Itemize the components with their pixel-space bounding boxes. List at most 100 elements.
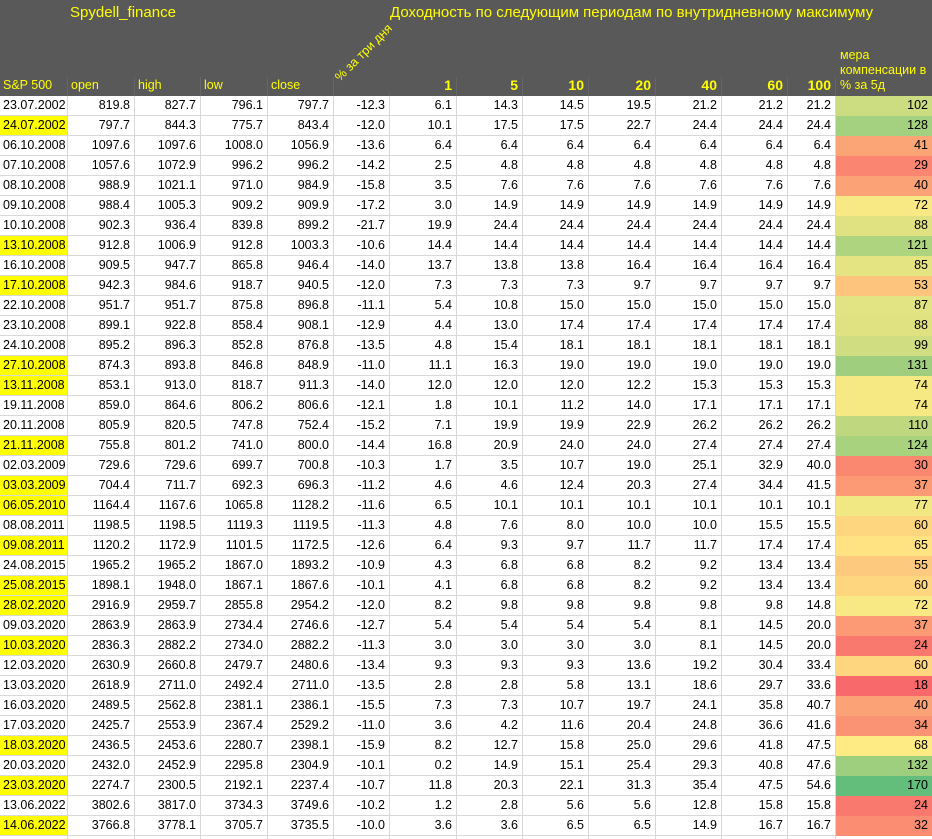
cell-ret-5[interactable]: 4.2 [457,716,523,736]
cell-ret-5[interactable]: 24.4 [457,216,523,236]
cell-ret-100[interactable]: 14.9 [788,196,836,216]
cell-close[interactable]: 696.3 [268,476,334,496]
cell-ret-5[interactable]: 16.3 [457,356,523,376]
cell-ret-60[interactable]: 14.5 [722,616,788,636]
cell-open[interactable]: 1057.6 [68,156,135,176]
cell-pct-3d[interactable]: -12.0 [334,276,390,296]
cell-ret-1[interactable]: 8.2 [390,736,457,756]
cell-ret-100[interactable]: 6.4 [788,136,836,156]
cell-high[interactable]: 2553.9 [135,716,201,736]
cell-high[interactable]: 951.7 [135,296,201,316]
cell-open[interactable]: 819.8 [68,96,135,116]
cell-low[interactable]: 2192.1 [201,776,268,796]
cell-compensation[interactable]: 74 [836,376,932,396]
cell-close[interactable]: 843.4 [268,116,334,136]
cell-open[interactable]: 988.4 [68,196,135,216]
cell-open[interactable]: 988.9 [68,176,135,196]
cell-ret-100[interactable]: 47.6 [788,756,836,776]
cell-ret-60[interactable]: 32.9 [722,456,788,476]
cell-high[interactable]: 827.7 [135,96,201,116]
cell-ret-20[interactable]: 15.0 [589,296,656,316]
cell-ret-10[interactable]: 11.6 [523,716,589,736]
cell-compensation[interactable]: 60 [836,516,932,536]
cell-low[interactable]: 699.7 [201,456,268,476]
cell-ret-60[interactable]: 17.1 [722,396,788,416]
cell-high[interactable]: 801.2 [135,436,201,456]
cell-ret-20[interactable]: 17.4 [589,316,656,336]
cell-compensation[interactable]: 85 [836,256,932,276]
cell-ret-20[interactable]: 24.4 [589,216,656,236]
cell-low[interactable]: 2295.8 [201,756,268,776]
cell-high[interactable]: 936.4 [135,216,201,236]
cell-ret-100[interactable]: 27.4 [788,436,836,456]
cell-date[interactable]: 14.06.2022 [0,816,68,836]
cell-ret-100[interactable]: 17.4 [788,536,836,556]
cell-ret-60[interactable]: 15.0 [722,296,788,316]
cell-ret-1[interactable]: 6.1 [390,96,457,116]
cell-pct-3d[interactable]: -14.2 [334,156,390,176]
cell-ret-10[interactable]: 14.4 [523,236,589,256]
cell-ret-1[interactable]: 1.7 [390,456,457,476]
cell-ret-5[interactable]: 6.8 [457,576,523,596]
cell-ret-5[interactable] [457,836,523,839]
cell-ret-1[interactable]: 3.6 [390,816,457,836]
cell-ret-10[interactable]: 10.7 [523,696,589,716]
cell-open[interactable]: 895.2 [68,336,135,356]
cell-ret-10[interactable]: 15.0 [523,296,589,316]
cell-ret-10[interactable]: 24.4 [523,216,589,236]
cell-high[interactable]: 844.3 [135,116,201,136]
cell-compensation[interactable]: 74 [836,396,932,416]
cell-pct-3d[interactable]: -10.0 [334,816,390,836]
cell-date[interactable]: 09.10.2008 [0,196,68,216]
cell-ret-20[interactable]: 25.0 [589,736,656,756]
cell-close[interactable]: 806.6 [268,396,334,416]
cell-open[interactable]: 2489.5 [68,696,135,716]
cell-ret-20[interactable]: 31.3 [589,776,656,796]
cell-low[interactable]: 839.8 [201,216,268,236]
cell-ret-5[interactable]: 12.7 [457,736,523,756]
cell-ret-1[interactable]: 5.4 [390,296,457,316]
cell-ret-10[interactable]: 6.5 [523,816,589,836]
cell-ret-20[interactable]: 12.2 [589,376,656,396]
cell-pct-3d[interactable]: -15.9 [334,736,390,756]
cell-high[interactable]: 893.8 [135,356,201,376]
cell-open[interactable]: 2863.9 [68,616,135,636]
cell-low[interactable]: 2479.7 [201,656,268,676]
cell-low[interactable]: 1867.1 [201,576,268,596]
cell-low[interactable]: 971.0 [201,176,268,196]
cell-low[interactable]: 909.2 [201,196,268,216]
cell-ret-40[interactable]: 10.1 [656,496,722,516]
cell-ret-20[interactable]: 4.8 [589,156,656,176]
cell-ret-20[interactable]: 19.5 [589,96,656,116]
cell-close[interactable]: 984.9 [268,176,334,196]
cell-ret-40[interactable] [656,836,722,839]
cell-ret-1[interactable] [390,836,457,839]
cell-ret-5[interactable]: 10.1 [457,496,523,516]
cell-close[interactable]: 908.1 [268,316,334,336]
cell-pct-3d[interactable]: -10.1 [334,756,390,776]
cell-pct-3d[interactable]: -14.4 [334,436,390,456]
cell-ret-100[interactable]: 41.5 [788,476,836,496]
cell-open[interactable]: 3802.6 [68,796,135,816]
cell-ret-20[interactable]: 14.9 [589,196,656,216]
cell-pct-3d[interactable]: -11.3 [334,636,390,656]
cell-ret-1[interactable]: 4.1 [390,576,457,596]
cell-low[interactable]: 858.4 [201,316,268,336]
cell-ret-5[interactable]: 14.9 [457,196,523,216]
cell-ret-20[interactable]: 18.1 [589,336,656,356]
cell-pct-3d[interactable]: -12.9 [334,316,390,336]
cell-high[interactable]: 2863.9 [135,616,201,636]
cell-ret-1[interactable]: 4.4 [390,316,457,336]
cell-pct-3d[interactable]: -12.7 [334,616,390,636]
cell-ret-10[interactable]: 3.0 [523,636,589,656]
cell-ret-5[interactable]: 20.3 [457,776,523,796]
cell-date[interactable]: 13.11.2008 [0,376,68,396]
cell-ret-60[interactable]: 16.4 [722,256,788,276]
cell-ret-20[interactable]: 13.1 [589,676,656,696]
cell-ret-60[interactable]: 17.4 [722,536,788,556]
cell-ret-100[interactable]: 24.4 [788,116,836,136]
cell-low[interactable]: 3734.3 [201,796,268,816]
cell-ret-1[interactable]: 10.1 [390,116,457,136]
cell-compensation[interactable]: 60 [836,656,932,676]
cell-ret-40[interactable]: 4.8 [656,156,722,176]
